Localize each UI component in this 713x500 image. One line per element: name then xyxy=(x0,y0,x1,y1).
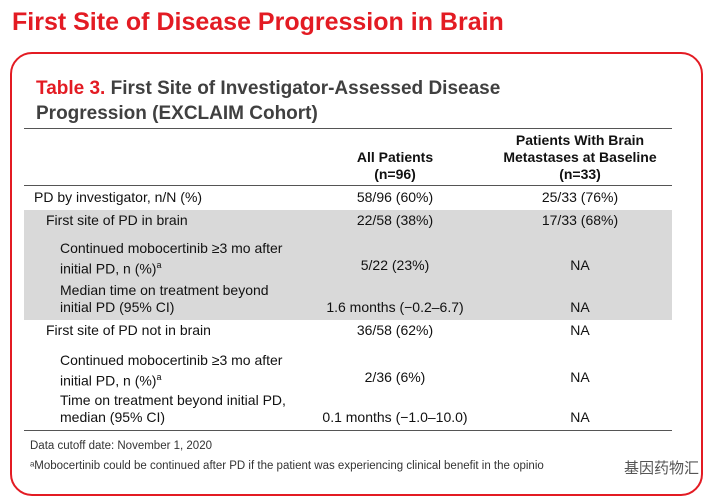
table-cell: 22/58 (38%) xyxy=(356,212,434,228)
row-label: First site of PD in brain xyxy=(46,212,188,228)
table-rule xyxy=(24,185,672,186)
table-frame xyxy=(10,52,703,496)
row-label: Median time on treatment beyond xyxy=(60,282,269,298)
table-cell: NA xyxy=(570,369,590,385)
column-header: Patients With Brain xyxy=(515,132,645,148)
column-header: (n=33) xyxy=(559,166,601,182)
row-label: initial PD, n (%)a xyxy=(60,260,162,277)
table-cell: 5/22 (23%) xyxy=(360,257,430,273)
caption-text: First Site of Investigator-Assessed Dise… xyxy=(36,78,501,124)
table-cell: NA xyxy=(570,299,590,315)
row-label: Continued mobocertinib ≥3 mo after xyxy=(60,352,283,368)
footnote: ᵃMobocertinib could be continued after P… xyxy=(30,460,544,472)
column-header: Metastases at Baseline xyxy=(503,149,657,165)
table-cell: NA xyxy=(570,257,590,273)
column-header: All Patients xyxy=(356,149,434,165)
table-cell: 17/33 (68%) xyxy=(541,212,619,228)
row-label: Continued mobocertinib ≥3 mo after xyxy=(60,240,283,256)
caption-label: Table 3. xyxy=(36,78,106,99)
row-label: First site of PD not in brain xyxy=(46,322,211,338)
table-cell: NA xyxy=(570,409,590,425)
slide-title: First Site of Disease Progression in Bra… xyxy=(12,8,504,36)
table-rule xyxy=(24,430,672,431)
table-cell: 36/58 (62%) xyxy=(356,322,434,338)
table-cell: 0.1 months (−1.0–10.0) xyxy=(322,409,468,425)
row-label: initial PD, n (%)a xyxy=(60,372,162,389)
footnote: Data cutoff date: November 1, 2020 xyxy=(30,440,212,452)
column-header: (n=96) xyxy=(374,166,416,182)
row-label: PD by investigator, n/N (%) xyxy=(34,189,203,205)
table-cell: 58/96 (60%) xyxy=(356,189,434,205)
row-shade xyxy=(24,210,672,320)
table-cell: NA xyxy=(570,322,590,338)
table-caption: Table 3. First Site of Investigator-Asse… xyxy=(36,76,596,126)
table-cell: 2/36 (6%) xyxy=(364,369,426,385)
footnote-mark: a xyxy=(156,260,162,270)
row-label: Time on treatment beyond initial PD, xyxy=(60,392,286,408)
row-label: initial PD (95% CI) xyxy=(60,299,175,315)
table-rule xyxy=(24,128,672,129)
table-cell: 1.6 months (−0.2–6.7) xyxy=(326,299,464,315)
footnote-mark: a xyxy=(156,372,162,382)
watermark: 基因药物汇 xyxy=(623,460,699,477)
row-label: median (95% CI) xyxy=(60,409,166,425)
table-cell: 25/33 (76%) xyxy=(541,189,619,205)
